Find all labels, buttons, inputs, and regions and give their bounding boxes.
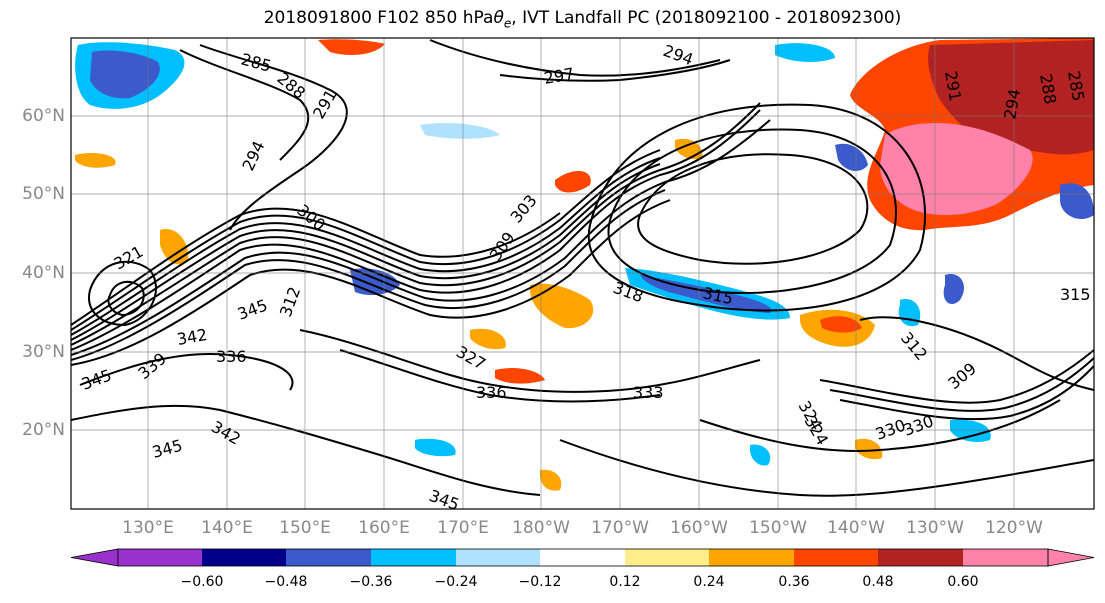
colorbar-tick-label: 0.60: [947, 574, 979, 590]
lon-label: 130°E: [122, 518, 174, 538]
graticule: [71, 38, 1094, 509]
colorbar-tick-label: 0.36: [778, 574, 810, 590]
colorbar-tick-label: 0.12: [609, 574, 641, 590]
contour-line: [637, 153, 869, 265]
colorbar-tick-label: −0.12: [518, 574, 562, 590]
colorbar-tick-label: −0.60: [180, 574, 224, 590]
colorbar-tick-label: −0.24: [434, 574, 478, 590]
contour-line: [839, 365, 1094, 421]
map-frame: [70, 37, 1095, 510]
lon-label: 160°W: [670, 518, 728, 538]
contour-line: [199, 44, 348, 231]
cold-anomaly-west-core: [90, 50, 160, 99]
lon-label: 150°E: [279, 518, 331, 538]
contour-line: [179, 49, 310, 161]
contour-line: [559, 439, 1094, 497]
cold-anomaly-patch: [420, 123, 500, 139]
contour-line: [859, 316, 1094, 391]
contour-line: [607, 128, 897, 294]
cold-anomaly-patch: [415, 438, 456, 457]
theta-e-contours: [71, 39, 1094, 497]
contour-line: [71, 163, 661, 341]
contour-line: [88, 260, 157, 327]
contour-line: [587, 103, 926, 312]
lon-label: 150°W: [749, 518, 807, 538]
title-suffix: , IVT Landfall PC (2018092100 - 20180923…: [511, 8, 902, 28]
warm-anomaly-core: [928, 40, 1094, 155]
contour-line: [429, 39, 721, 77]
cold-anomaly-patch: [835, 143, 868, 172]
contour-label: 315: [1060, 285, 1091, 304]
contour-line: [71, 157, 661, 336]
contour-label: 333: [633, 383, 664, 402]
lon-label: 140°E: [201, 518, 253, 538]
contour-line: [71, 207, 561, 326]
lon-label: 180°W: [512, 518, 570, 538]
contour-line: [71, 404, 541, 496]
colorbar-tick-label: 0.48: [862, 574, 894, 590]
warm-anomaly-patch: [470, 328, 506, 350]
lon-label: 130°W: [906, 518, 964, 538]
contour-line: [819, 349, 1094, 404]
colorbar-tick-label: 0.24: [693, 574, 725, 590]
theta-symbol: θ: [493, 8, 504, 28]
map-panel: 285 288 291 294 297 294 291 288 285 294 …: [70, 37, 1095, 510]
lat-label: 20°N: [22, 420, 65, 440]
colorbar-tick-label: −0.48: [264, 574, 308, 590]
lat-label: 50°N: [22, 184, 65, 204]
warm-anomaly-patch: [530, 283, 594, 329]
lat-label: 30°N: [22, 342, 65, 362]
pink-anomaly: [880, 123, 1033, 216]
contour-label: 336: [476, 383, 507, 402]
lon-label: 170°W: [591, 518, 649, 538]
contour-line: [107, 280, 145, 317]
contour-line: [79, 353, 294, 391]
contour-line: [699, 399, 1061, 452]
contour-line: [339, 349, 661, 403]
lon-label: 170°E: [437, 518, 489, 538]
figure-title: 2018091800 F102 850 hPa θe, IVT Landfall…: [0, 8, 1105, 30]
warm-anomaly-patch: [855, 438, 883, 460]
contour-line: [71, 149, 661, 331]
cold-anomaly-patch: [775, 43, 835, 62]
warm-anomaly-patch: [540, 469, 562, 491]
contour-line: [71, 102, 761, 346]
title-prefix: 2018091800 F102 850 hPa: [263, 8, 494, 28]
warm-anomaly-patch: [555, 170, 591, 193]
lon-label: 140°W: [827, 518, 885, 538]
warm-anomaly-patch: [318, 39, 385, 56]
warm-anomaly-patch: [495, 368, 545, 384]
lat-label: 60°N: [22, 106, 65, 126]
warm-anomaly-patch: [160, 229, 189, 265]
warm-anomaly-patch: [820, 316, 862, 333]
contour-line: [71, 109, 761, 351]
theta-subscript: e: [503, 16, 512, 31]
cold-anomaly-patch: [950, 419, 991, 442]
colorbar-tick-label: −0.36: [349, 574, 393, 590]
cold-anomaly-patch: [1060, 183, 1094, 220]
lat-label: 40°N: [22, 263, 65, 283]
cold-anomaly-patch: [943, 274, 965, 305]
contour-label: 336: [216, 347, 247, 366]
contour-line: [299, 329, 761, 393]
anomaly-shading: [75, 38, 1094, 491]
lon-label: 120°W: [985, 518, 1043, 538]
warm-anomaly-patch: [75, 153, 116, 168]
cold-anomaly-patch: [750, 444, 771, 466]
lon-label: 160°E: [358, 518, 410, 538]
contour-line: [829, 357, 1094, 412]
contour-line: [71, 189, 666, 361]
